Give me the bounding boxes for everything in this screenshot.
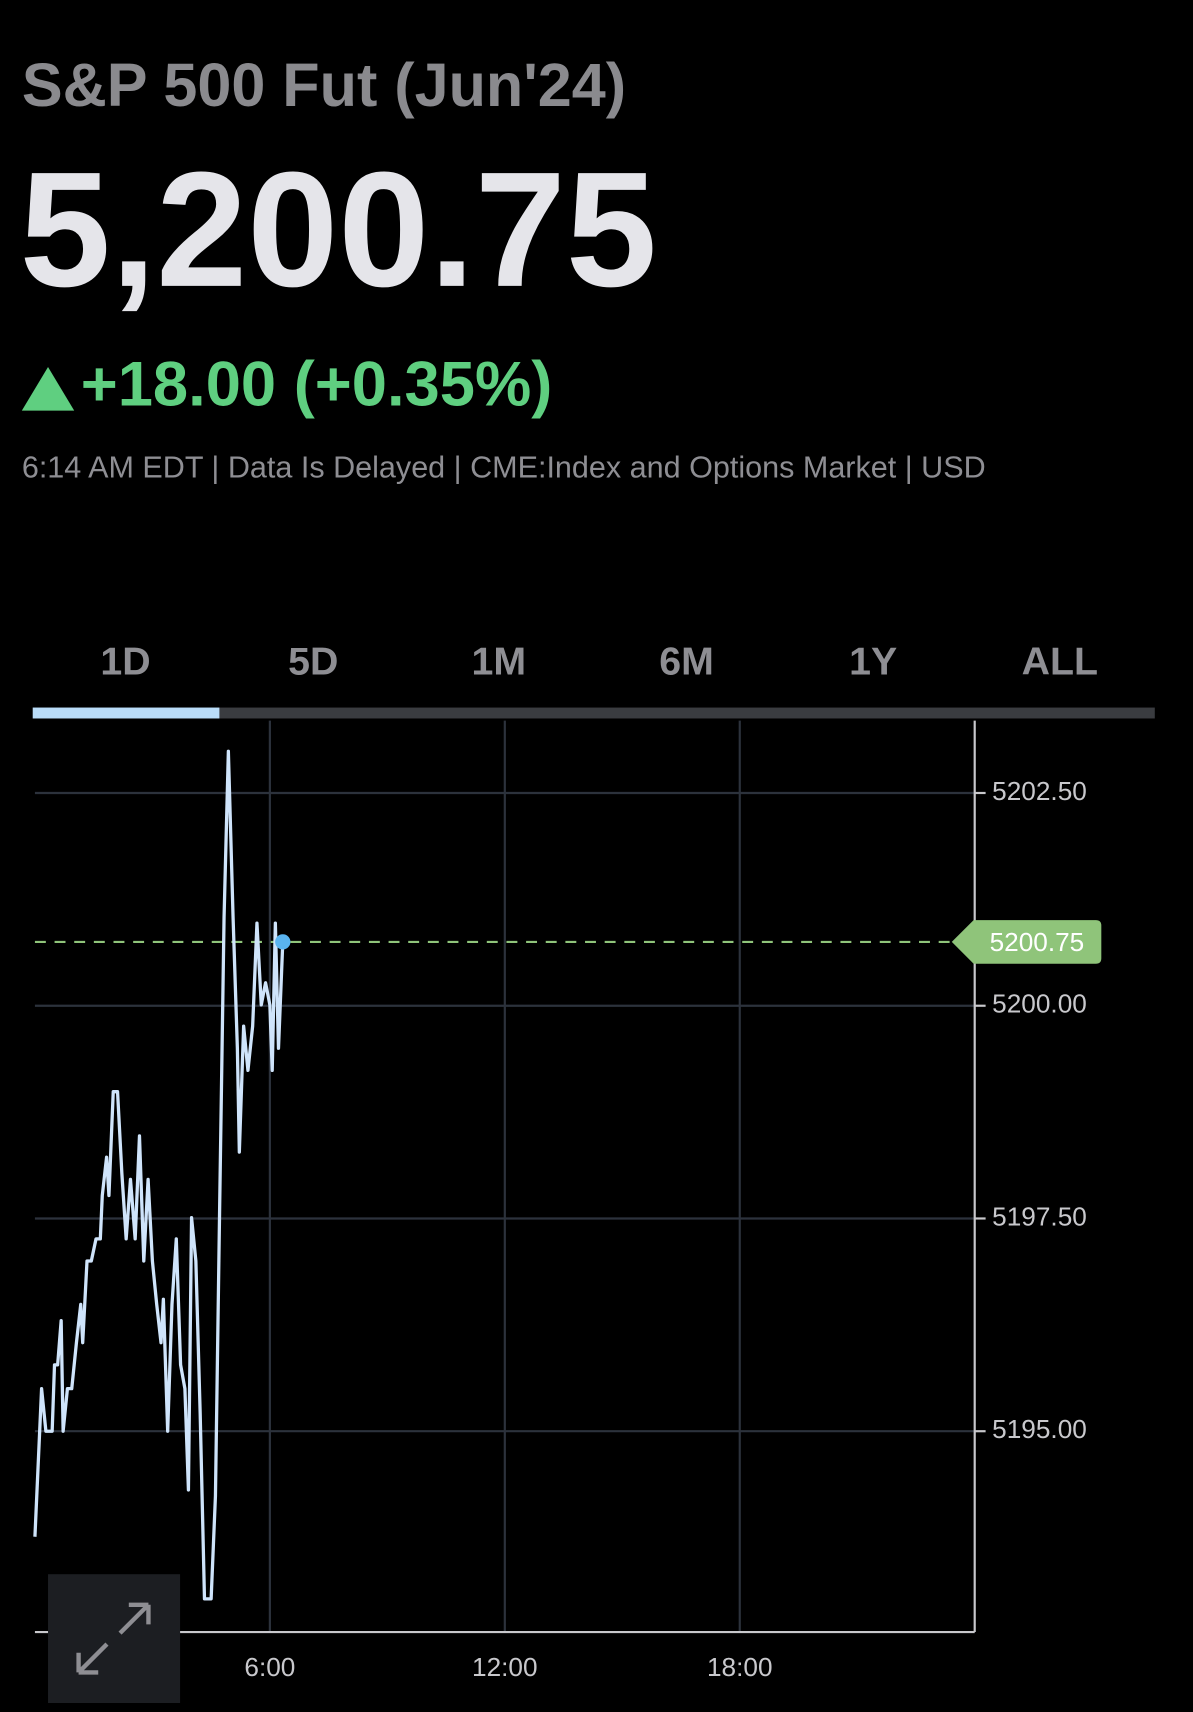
x-tick-label: 18:00 xyxy=(707,1652,773,1682)
price-line xyxy=(33,749,285,1601)
up-arrow xyxy=(21,367,75,411)
tab-track xyxy=(32,707,1155,719)
x-tick-label: 6:00 xyxy=(244,1652,295,1682)
y-tick-label: 5197.50 xyxy=(992,1201,1087,1231)
y-tick-label: 5202.50 xyxy=(992,776,1087,806)
last-point xyxy=(275,934,291,950)
chart: 5195.00 5197.50 5200.00 5202.50 6:00 12:00 18:… xyxy=(33,720,1102,1682)
tab[interactable]: 1M xyxy=(472,639,527,683)
tab-indicator xyxy=(32,707,220,719)
tab[interactable]: 1D xyxy=(100,639,150,683)
y-tick-label: 5200.00 xyxy=(992,989,1087,1019)
meta: 6:14 AM EDT | Data Is Delayed | CME:Inde… xyxy=(22,451,986,485)
price: 5,200.75 xyxy=(20,138,657,321)
expand-icon xyxy=(76,1602,151,1675)
y-tick-label: 5195.00 xyxy=(992,1414,1087,1444)
change: +18.00 (+0.35%) xyxy=(81,350,553,420)
last-price-label: 5200.75 xyxy=(990,927,1085,957)
tab[interactable]: ALL xyxy=(1022,639,1098,683)
title: S&P 500 Fut (Jun'24) xyxy=(22,51,626,119)
tab[interactable]: 6M xyxy=(659,639,714,683)
last-price-tag xyxy=(951,920,1102,964)
tab[interactable]: 5D xyxy=(288,639,338,683)
x-tick-label: 12:00 xyxy=(472,1652,538,1682)
tab[interactable]: 1Y xyxy=(849,639,897,683)
expand-button[interactable] xyxy=(48,1574,181,1703)
